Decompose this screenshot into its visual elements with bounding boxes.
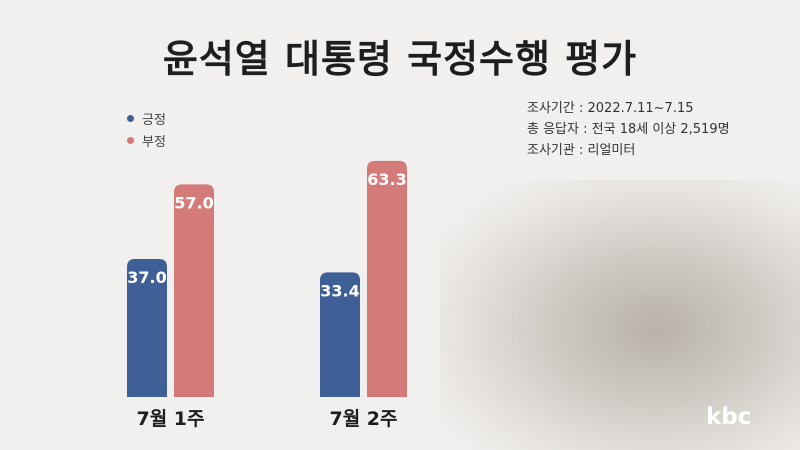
survey-info: 조사기간 : 2022.7.11~7.15 총 응답자 : 전국 18세 이상 …: [527, 98, 730, 161]
survey-period-label: 조사기간: [527, 101, 575, 116]
survey-respondents-label: 총 응답자: [527, 122, 579, 137]
legend-label-positive: 긍정: [142, 112, 166, 128]
legend-label-negative: 부정: [142, 134, 166, 150]
survey-respondents: 총 응답자 : 전국 18세 이상 2,519명: [527, 122, 730, 137]
legend-item-negative: 부정: [127, 129, 166, 151]
category-label-2: 7월 2주: [329, 408, 397, 430]
chart-title: 윤석열 대통령 국정수행 평가: [162, 37, 638, 81]
legend: 긍정 부정: [127, 107, 166, 151]
president-photo: [440, 180, 800, 450]
legend-dot-negative: [127, 136, 134, 144]
kbc-logo: kbc: [706, 404, 752, 430]
survey-agency-label: 조사기관: [527, 143, 575, 158]
survey-period: 조사기간 : 2022.7.11~7.15: [527, 101, 694, 116]
survey-agency: 조사기관 : 리얼미터: [527, 143, 636, 158]
survey-period-value: 2022.7.11~7.15: [587, 101, 694, 116]
bar-positive-2: [320, 272, 360, 397]
survey-agency-value: 리얼미터: [587, 143, 636, 158]
bar-negative-2: [367, 160, 407, 397]
data-label-positive-1: 37.0: [127, 268, 166, 287]
bar-negative-1: [174, 184, 214, 397]
category-label-1: 7월 1주: [136, 408, 204, 430]
data-label-positive-2: 33.4: [320, 281, 359, 300]
data-label-negative-2: 63.3: [367, 170, 406, 189]
bar-positive-1: [127, 258, 167, 397]
data-label-negative-1: 57.0: [174, 193, 213, 212]
survey-respondents-value: 전국 18세 이상 2,519명: [591, 122, 730, 137]
legend-item-positive: 긍정: [127, 107, 166, 129]
legend-dot-positive: [127, 114, 134, 122]
